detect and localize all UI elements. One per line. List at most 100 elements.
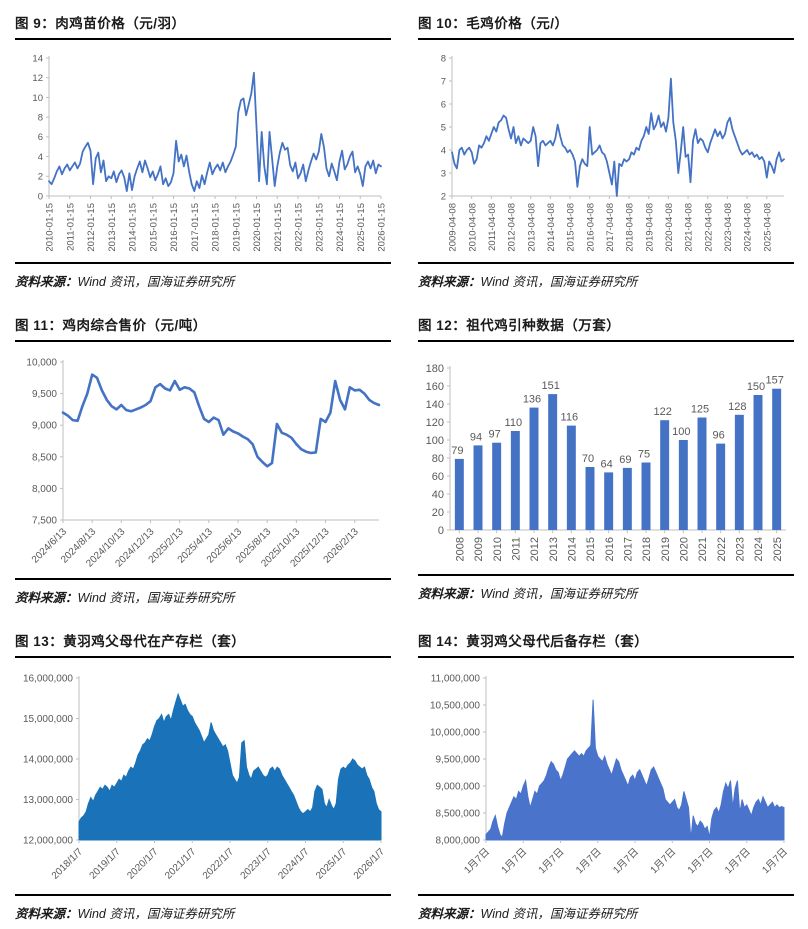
svg-text:8,000: 8,000 (32, 484, 57, 495)
source-text: Wind 资讯，国海证券研究所 (77, 907, 235, 921)
svg-text:2017: 2017 (623, 537, 635, 561)
svg-text:4: 4 (38, 152, 43, 163)
svg-text:2010: 2010 (492, 537, 504, 561)
svg-text:2024: 2024 (753, 537, 765, 561)
svg-text:2014-04-08: 2014-04-08 (546, 203, 557, 252)
svg-text:9,000,000: 9,000,000 (436, 782, 481, 793)
svg-text:2022-04-08: 2022-04-08 (703, 203, 714, 252)
svg-text:7: 7 (441, 76, 446, 87)
svg-text:11,000,000: 11,000,000 (431, 674, 481, 685)
figure-9: 图 9：肉鸡苗价格（元/羽） 0 2 4 6 8 10 12 14 2010-01-15 2011… (15, 10, 391, 290)
svg-text:2008: 2008 (455, 537, 467, 561)
svg-text:2011: 2011 (511, 537, 523, 561)
svg-text:2012-01-15: 2012-01-15 (86, 203, 97, 252)
svg-text:2016-01-15: 2016-01-15 (169, 203, 180, 252)
svg-text:2017-04-08: 2017-04-08 (605, 203, 616, 252)
figure-9-chart-area: 0 2 4 6 8 10 12 14 2010-01-15 2011-01-15 2012-01-1… (15, 50, 391, 262)
svg-text:2011-01-15: 2011-01-15 (65, 203, 76, 251)
svg-text:2012: 2012 (529, 537, 541, 561)
svg-text:2020: 2020 (679, 537, 691, 561)
svg-text:97: 97 (489, 429, 501, 441)
svg-text:60: 60 (432, 471, 444, 483)
svg-text:75: 75 (638, 449, 650, 461)
svg-text:3: 3 (441, 168, 446, 179)
svg-text:2020-04-08: 2020-04-08 (664, 203, 675, 252)
svg-text:136: 136 (523, 394, 541, 406)
svg-text:8: 8 (38, 112, 43, 123)
svg-text:80: 80 (432, 453, 444, 465)
source-label: 资料来源： (418, 907, 481, 921)
svg-text:2013-04-08: 2013-04-08 (526, 203, 537, 252)
svg-text:4: 4 (441, 145, 446, 156)
svg-text:8,500,000: 8,500,000 (436, 809, 481, 820)
svg-text:15,000,000: 15,000,000 (23, 714, 73, 725)
svg-text:2022: 2022 (716, 537, 728, 561)
svg-text:2010-04-08: 2010-04-08 (467, 203, 478, 252)
svg-text:12: 12 (32, 73, 43, 84)
source-label: 资料来源： (15, 275, 78, 289)
svg-text:125: 125 (691, 404, 709, 416)
svg-text:94: 94 (470, 431, 482, 443)
svg-text:2024-01-15: 2024-01-15 (335, 203, 346, 252)
svg-text:157: 157 (765, 375, 783, 387)
svg-text:2015: 2015 (585, 537, 597, 561)
chicken-meat-composite-price-chart: 7,5008,0008,5009,0009,50010,0002024/6/13… (26, 358, 381, 570)
svg-text:14,000,000: 14,000,000 (23, 755, 73, 766)
svg-text:2021-01-15: 2021-01-15 (273, 203, 284, 252)
svg-text:2013: 2013 (548, 537, 560, 561)
svg-text:1月7日: 1月7日 (499, 846, 529, 876)
figure-13-chart-area: 12,000,000 13,000,000 14,000,000 15,000,000… (15, 668, 391, 894)
source-label: 资料来源： (418, 587, 481, 601)
figure-13-title: 图 13：黄羽鸡父母代在产存栏（套） (15, 628, 391, 658)
figure-14: 图 14：黄羽鸡父母代后备存栏（套） 8,000,000 8,500,000 9,0… (418, 628, 794, 922)
svg-text:12,000,000: 12,000,000 (23, 836, 73, 847)
svg-text:2012-04-08: 2012-04-08 (507, 203, 518, 252)
source-text: Wind 资讯，国海证券研究所 (77, 591, 235, 605)
svg-text:140: 140 (426, 399, 444, 411)
source-text: Wind 资讯，国海证券研究所 (480, 587, 638, 601)
figure-11: 图 11：鸡肉综合售价（元/吨） 7,500 8,000 8,500 9,000 9,5… (15, 312, 391, 606)
svg-text:2025: 2025 (772, 537, 784, 561)
figure-10-title: 图 10：毛鸡价格（元/） (418, 10, 794, 40)
svg-text:0: 0 (438, 525, 444, 537)
svg-text:2018/1/7: 2018/1/7 (50, 846, 86, 882)
svg-text:2022-01-15: 2022-01-15 (294, 203, 305, 252)
svg-text:2021-04-08: 2021-04-08 (684, 203, 695, 252)
svg-text:2025/1/7: 2025/1/7 (314, 846, 350, 882)
svg-text:8: 8 (441, 53, 446, 64)
svg-text:180: 180 (426, 363, 444, 375)
figure-9-source: 资料来源：Wind 资讯，国海证券研究所 (15, 262, 391, 290)
svg-text:2023-01-15: 2023-01-15 (314, 203, 325, 252)
figure-14-source: 资料来源：Wind 资讯，国海证券研究所 (418, 894, 794, 922)
figure-12-chart-area: 0 20 40 60 80 100 120 140 160 180 79 2008 94 2009 97 20… (418, 352, 794, 574)
svg-text:151: 151 (541, 380, 559, 392)
svg-text:2009: 2009 (473, 537, 485, 561)
svg-text:2020/1/7: 2020/1/7 (125, 846, 161, 882)
svg-text:9,000: 9,000 (32, 421, 57, 432)
svg-text:2010-01-15: 2010-01-15 (45, 203, 56, 252)
svg-text:2023-04-08: 2023-04-08 (723, 203, 734, 252)
figure-12: 图 12：祖代鸡引种数据（万套） 0 20 40 60 80 100 120 140 160 18… (418, 312, 794, 606)
svg-text:8,500: 8,500 (32, 452, 57, 463)
svg-text:1月7日: 1月7日 (722, 846, 752, 876)
svg-text:2024-04-08: 2024-04-08 (743, 203, 754, 252)
svg-text:2013-01-15: 2013-01-15 (107, 203, 118, 252)
svg-text:96: 96 (713, 430, 725, 442)
svg-text:2011-04-08: 2011-04-08 (487, 203, 498, 251)
yellow-chicken-parent-inproduction-area-chart: 12,000,000 13,000,000 14,000,000 15,000,000… (23, 674, 387, 882)
svg-text:2019-01-15: 2019-01-15 (231, 203, 242, 252)
svg-text:70: 70 (582, 453, 594, 465)
figure-10-chart-area: 2 3 4 5 6 7 8 2009-04-08 2010-04-08 2011-04-08 201… (418, 50, 794, 262)
live-chicken-price-chart: 2 3 4 5 6 7 8 2009-04-08 2010-04-08 2011-04-08 201… (441, 53, 785, 252)
svg-text:0: 0 (38, 191, 43, 202)
svg-text:2019-04-08: 2019-04-08 (644, 203, 655, 252)
figure-14-title: 图 14：黄羽鸡父母代后备存栏（套） (418, 628, 794, 658)
source-label: 资料来源： (15, 591, 78, 605)
figure-12-source: 资料来源：Wind 资讯，国海证券研究所 (418, 574, 794, 602)
svg-text:116: 116 (561, 412, 579, 424)
svg-text:110: 110 (505, 417, 523, 429)
svg-text:10: 10 (32, 93, 43, 104)
svg-text:64: 64 (601, 458, 613, 470)
svg-text:2014-01-15: 2014-01-15 (128, 203, 139, 252)
svg-text:1月7日: 1月7日 (536, 846, 566, 876)
